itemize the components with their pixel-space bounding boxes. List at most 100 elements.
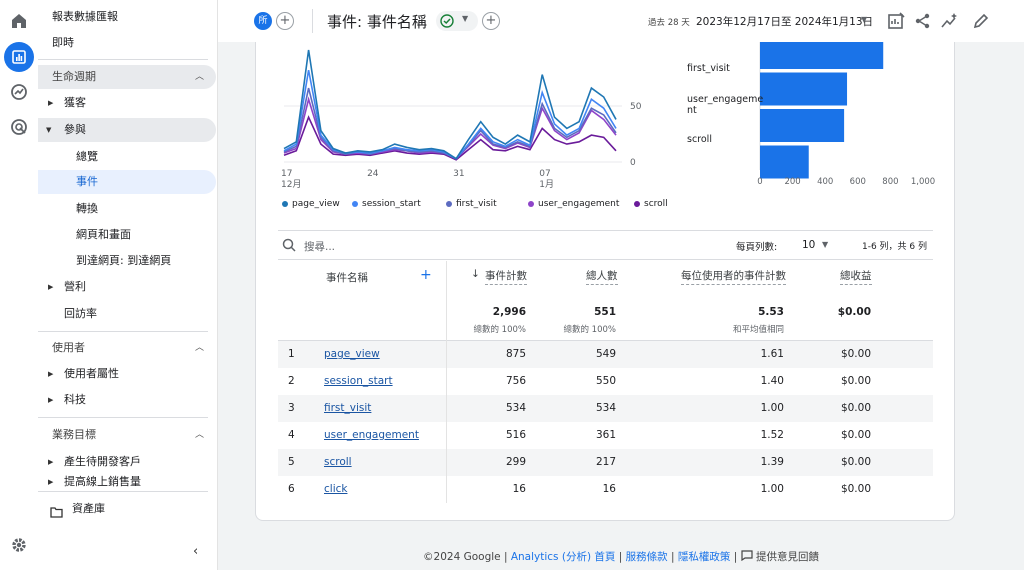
analytics-home-link[interactable]: Analytics (分析) 首頁	[510, 551, 616, 563]
share-icon[interactable]	[914, 12, 932, 33]
total-count: 2,996	[492, 306, 526, 318]
legend-item[interactable]: first_visit	[446, 199, 497, 209]
customize-report-icon[interactable]	[887, 12, 905, 33]
table-row: 4 user_engagement 516 361 1.52 $0.00	[278, 422, 933, 449]
event-name-link[interactable]: page_view	[324, 348, 380, 360]
event-name-link[interactable]: scroll	[324, 456, 352, 468]
add-comparison-button[interactable]: +	[276, 12, 294, 30]
search-icon	[282, 238, 296, 255]
column-separator	[446, 261, 447, 503]
sidebar-item-overview[interactable]: 總覽	[76, 150, 98, 163]
y-tick-label: 50	[630, 102, 642, 112]
legend-item[interactable]: page_view	[282, 199, 340, 209]
section-user[interactable]: 使用者 ︿	[38, 336, 216, 360]
total-revenue: $0.00	[837, 306, 871, 318]
home-icon[interactable]	[9, 11, 29, 31]
explore-icon[interactable]	[9, 82, 29, 102]
total-users-sub: 總數的 100%	[563, 325, 616, 335]
status-select[interactable]: ▼	[436, 11, 478, 31]
cell-per-user: 1.52	[760, 429, 784, 441]
divider	[38, 417, 208, 418]
edit-icon[interactable]	[972, 12, 990, 33]
col-header-users[interactable]: 總人數	[586, 268, 618, 285]
rows-per-page-label: 每頁列數:	[736, 242, 778, 253]
cell-users: 16	[602, 483, 616, 495]
rows-per-page-select[interactable]: 10	[802, 239, 816, 251]
privacy-link[interactable]: 隱私權政策	[677, 551, 731, 563]
insights-icon[interactable]	[940, 12, 958, 33]
sidebar-item-events[interactable]: 事件	[38, 170, 216, 194]
x-tick-label: 17	[281, 169, 292, 179]
terms-link[interactable]: 服務條款	[625, 551, 668, 563]
caret-down-icon[interactable]: ▼	[822, 240, 829, 249]
table-toolbar: 搜尋... 每頁列數: 10 ▼ 1-6 列，共 6 列	[278, 230, 933, 260]
divider	[38, 59, 208, 60]
report-card: 50 0 17 12月 24 31 07 1月 page_view session_start f…	[255, 42, 955, 521]
caret-right-icon: ▶	[48, 458, 54, 466]
x-tick-label: 600	[850, 177, 866, 187]
cell-users: 549	[595, 348, 616, 360]
bar-page_view	[760, 42, 884, 69]
cell-revenue: $0.00	[840, 402, 871, 414]
sidebar-item-retention[interactable]: 回訪率	[64, 307, 97, 320]
sidebar-item-conversions[interactable]: 轉換	[76, 202, 98, 215]
legend-item[interactable]: scroll	[634, 199, 668, 209]
sidebar-item-realtime[interactable]: 即時	[52, 36, 74, 49]
x-tick-label: 200	[784, 177, 800, 187]
sidebar-item-tech[interactable]: ▶ 科技	[38, 388, 216, 412]
feedback-link[interactable]: 提供意見回饋	[755, 551, 819, 563]
event-name-link[interactable]: click	[324, 483, 348, 495]
row-index: 6	[288, 483, 295, 495]
collapse-icon[interactable]: ‹	[193, 544, 199, 559]
sidebar-item-pages[interactable]: 網頁和畫面	[76, 228, 131, 241]
comparison-badge[interactable]: 所	[254, 12, 272, 30]
section-business[interactable]: 業務目標 ︿	[38, 423, 216, 447]
x-tick-label: 07	[539, 169, 550, 179]
col-header-count[interactable]: 事件計數	[485, 268, 527, 285]
section-lifecycle[interactable]: 生命週期 ︿	[38, 65, 216, 89]
sidebar-item-engagement[interactable]: ▼ 參與	[38, 118, 216, 142]
add-dimension-button[interactable]: +	[420, 267, 432, 283]
caret-right-icon: ▶	[48, 396, 54, 404]
sidebar-item-label: 科技	[64, 393, 86, 406]
legend-label: scroll	[644, 199, 668, 209]
legend-item[interactable]: session_start	[352, 199, 421, 209]
caret-down-icon: ▼	[46, 126, 52, 134]
date-dropdown-icon[interactable]: ▼	[861, 15, 868, 24]
col-header-name[interactable]: 事件名稱	[326, 272, 368, 284]
sidebar-item-sales[interactable]: ▶ 提高線上銷售量	[38, 475, 216, 489]
copyright-text: ©2024 Google |	[423, 551, 508, 563]
table-row: 1 page_view 875 549 1.61 $0.00	[278, 341, 933, 368]
sidebar-item-acquisition[interactable]: ▶ 獲客	[38, 91, 216, 115]
sidebar-item-user-attributes[interactable]: ▶ 使用者屬性	[38, 362, 216, 386]
add-filter-button[interactable]: +	[482, 12, 500, 30]
caret-right-icon: ▶	[48, 283, 54, 291]
table-row: 2 session_start 756 550 1.40 $0.00	[278, 368, 933, 395]
cell-count: 875	[505, 348, 526, 360]
legend-label: session_start	[362, 199, 421, 209]
col-header-per-user[interactable]: 每位使用者的事件計數	[681, 268, 786, 285]
date-prefix: 過去 28 天	[648, 18, 690, 28]
search-input[interactable]: 搜尋...	[304, 241, 336, 253]
footer-separator: |	[733, 551, 738, 563]
bar-label: nt	[687, 105, 697, 116]
date-range[interactable]: 2023年12月17日至 2024年1月13日	[696, 16, 874, 28]
event-name-link[interactable]: first_visit	[324, 402, 372, 414]
divider	[38, 491, 208, 492]
sidebar-item-landing[interactable]: 到達網頁: 到達網頁	[76, 254, 172, 267]
cell-users: 217	[595, 456, 616, 468]
divider	[38, 331, 208, 332]
cell-per-user: 1.00	[760, 483, 784, 495]
reports-icon[interactable]	[4, 42, 34, 72]
event-name-link[interactable]: user_engagement	[324, 429, 419, 441]
sidebar-item-library[interactable]: 資產庫	[38, 497, 216, 521]
advertising-icon[interactable]	[9, 117, 29, 137]
col-header-revenue[interactable]: 總收益	[840, 268, 872, 285]
sidebar-item-leads[interactable]: ▶ 產生待開發客戶	[38, 450, 216, 474]
cell-per-user: 1.39	[760, 456, 784, 468]
legend-item[interactable]: user_engagement	[528, 199, 619, 209]
sidebar-item-monetization[interactable]: ▶ 營利	[38, 275, 216, 299]
event-name-link[interactable]: session_start	[324, 375, 393, 387]
y-tick-label: 0	[630, 158, 636, 168]
settings-icon[interactable]	[9, 535, 29, 555]
